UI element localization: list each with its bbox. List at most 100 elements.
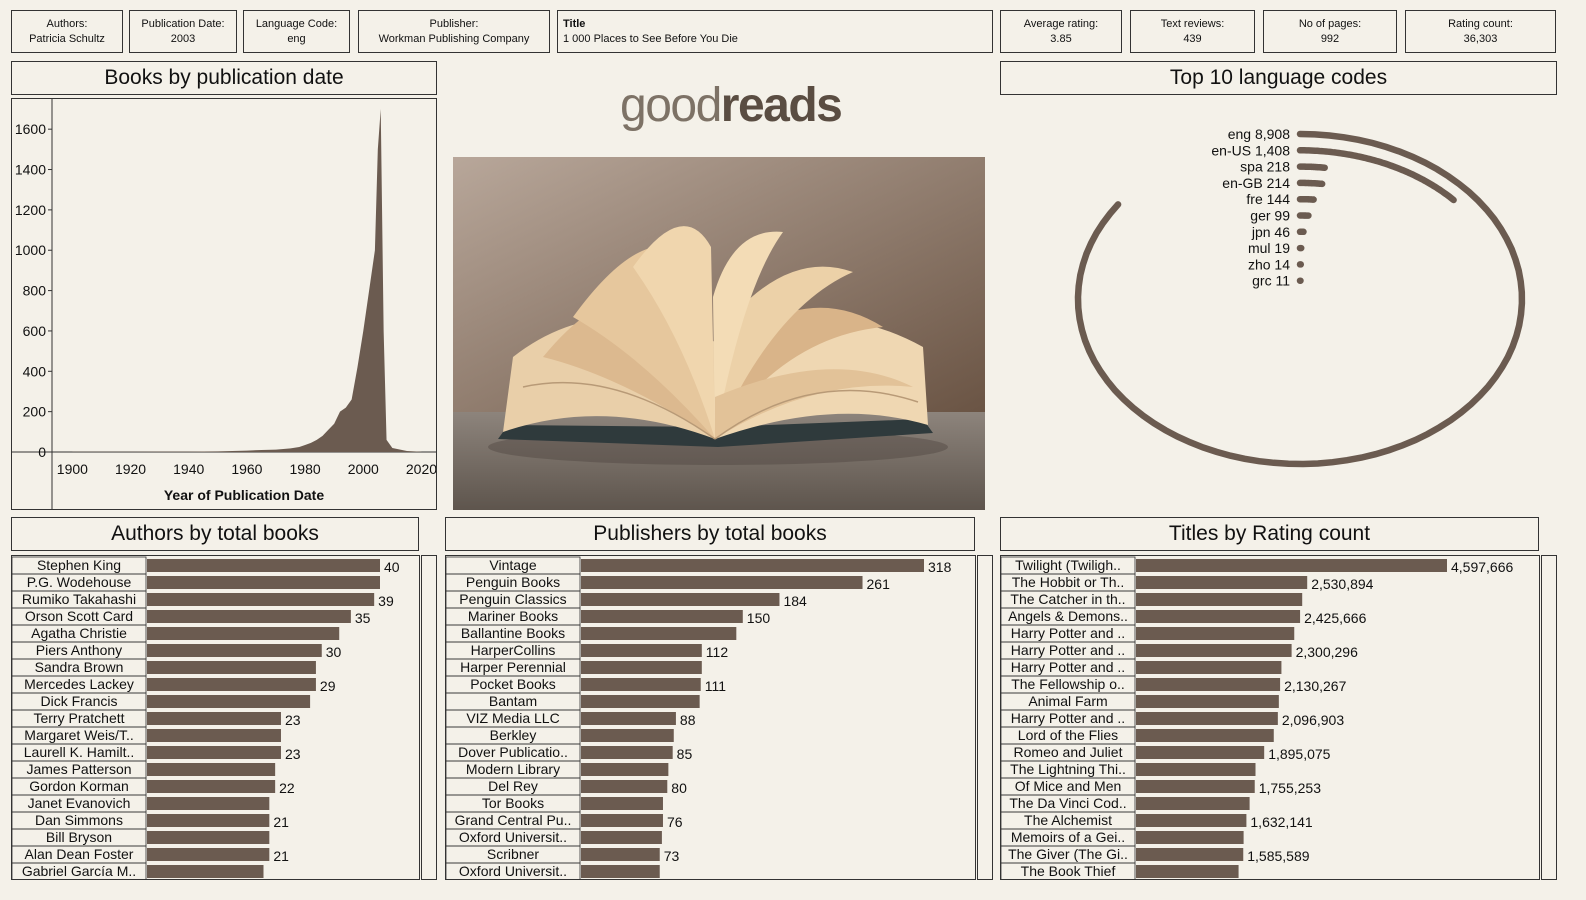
kpi-authors-value: Patricia Schultz: [29, 32, 105, 45]
category-label: Modern Library: [466, 761, 560, 777]
x-axis-title: Year of Publication Date: [164, 487, 324, 503]
kpi-text-reviews: Text reviews: 439: [1130, 10, 1255, 53]
bar: [147, 661, 316, 674]
kpi-publication-date: Publication Date: 2003: [129, 10, 237, 53]
bar: [1136, 848, 1244, 861]
category-label: Harper Perennial: [460, 659, 566, 675]
category-label: Alan Dean Foster: [25, 846, 134, 862]
bar: [147, 695, 311, 708]
kpi-pages-label: No of pages:: [1298, 17, 1362, 30]
bar: [581, 559, 924, 572]
bar: [1136, 712, 1278, 725]
bar: [147, 763, 276, 776]
category-label: VIZ Media LLC: [466, 710, 559, 726]
language-arc: [1296, 163, 1328, 171]
kpi-avg-label: Average rating:: [1023, 17, 1099, 30]
category-label: Sandra Brown: [35, 659, 124, 675]
bar: [147, 831, 270, 844]
category-label: Dover Publicatio..: [458, 744, 568, 760]
bar: [147, 814, 270, 827]
category-label: Oxford Universit..: [459, 829, 567, 845]
kpi-reviews-label: Text reviews:: [1160, 17, 1225, 30]
category-label: Piers Anthony: [36, 642, 122, 658]
publishers-scrollbar[interactable]: [977, 555, 993, 880]
category-label: James Patterson: [26, 761, 131, 777]
category-label: The Giver (The Gi..: [1008, 846, 1128, 862]
bar-value-label: 1,632,141: [1250, 814, 1312, 830]
bar: [581, 695, 700, 708]
bar: [147, 729, 281, 742]
bar-value-label: 80: [671, 780, 687, 796]
kpi-ratingcount-value: 36,303: [1463, 32, 1498, 45]
category-label: The Da Vinci Cod..: [1009, 795, 1126, 811]
bar: [1136, 831, 1244, 844]
category-label: The Fellowship o..: [1011, 676, 1125, 692]
bar: [581, 678, 701, 691]
category-label: The Alchemist: [1024, 812, 1112, 828]
bar: [147, 848, 270, 861]
bar: [147, 627, 340, 640]
category-label: Bantam: [489, 693, 537, 709]
bar-value-label: 88: [680, 712, 696, 728]
category-label: The Book Thief: [1021, 863, 1116, 879]
bar: [1136, 746, 1265, 759]
kpi-title-value: 1 000 Places to See Before You Die: [563, 32, 738, 45]
bar-value-label: 2,530,894: [1311, 576, 1373, 592]
category-label: Harry Potter and ..: [1011, 659, 1125, 675]
language-label: en-GB 214: [1222, 175, 1290, 191]
titles-scrollbar[interactable]: [1541, 555, 1557, 880]
bar-value-label: 29: [320, 678, 336, 694]
x-tick-label: 1980: [290, 461, 321, 477]
y-tick-label: 600: [23, 323, 47, 339]
kpi-title: Title 1 000 Places to See Before You Die: [557, 10, 993, 53]
category-label: HarperCollins: [471, 642, 556, 658]
bar: [1136, 576, 1308, 589]
bar-value-label: 85: [677, 746, 693, 762]
language-label: ger 99: [1250, 208, 1290, 224]
bar-value-label: 35: [355, 610, 371, 626]
header-books-by-date: Books by publication date: [11, 61, 437, 95]
category-label: Ballantine Books: [461, 625, 565, 641]
category-label: Tor Books: [482, 795, 544, 811]
category-label: Del Rey: [488, 778, 538, 794]
language-arc: [1296, 147, 1457, 204]
kpi-avg-value: 3.85: [1050, 32, 1072, 45]
category-label: Of Mice and Men: [1015, 778, 1122, 794]
bar-value-label: 73: [664, 848, 680, 864]
bar: [581, 814, 663, 827]
header-publishers: Publishers by total books: [445, 517, 975, 551]
language-label: grc 11: [1252, 273, 1290, 289]
bar-value-label: 21: [273, 814, 289, 830]
kpi-pages-value: 992: [1320, 32, 1340, 45]
y-tick-label: 1600: [15, 121, 46, 137]
kpi-publisher: Publisher: Workman Publishing Company: [358, 10, 550, 53]
category-label: Berkley: [490, 727, 537, 743]
kpi-pubdate-label: Publication Date:: [141, 17, 225, 30]
bar: [581, 729, 674, 742]
bar: [147, 576, 380, 589]
category-label: P.G. Wodehouse: [27, 574, 132, 590]
bar: [1136, 644, 1292, 657]
bar-value-label: 2,130,267: [1284, 678, 1346, 694]
category-label: Vintage: [489, 557, 536, 573]
bar: [581, 746, 673, 759]
bar: [1136, 627, 1295, 640]
bar: [1136, 559, 1447, 572]
bar: [147, 678, 316, 691]
authors-chart-panel: Stephen King 40 P.G. Wodehouse Rumiko Takah…: [11, 555, 420, 881]
category-label: Harry Potter and ..: [1011, 625, 1125, 641]
bar: [1136, 814, 1247, 827]
category-label: Terry Pratchett: [33, 710, 124, 726]
bar: [581, 797, 663, 810]
bar-value-label: 21: [273, 848, 289, 864]
bar: [581, 712, 676, 725]
category-label: Margaret Weis/T..: [24, 727, 133, 743]
y-tick-label: 1400: [15, 162, 46, 178]
bar: [147, 797, 270, 810]
header-authors: Authors by total books: [11, 517, 419, 551]
bar: [147, 610, 351, 623]
category-label: Orson Scott Card: [25, 608, 133, 624]
authors-scrollbar[interactable]: [421, 555, 437, 880]
bar: [581, 780, 668, 793]
category-label: Agatha Christie: [31, 625, 127, 641]
